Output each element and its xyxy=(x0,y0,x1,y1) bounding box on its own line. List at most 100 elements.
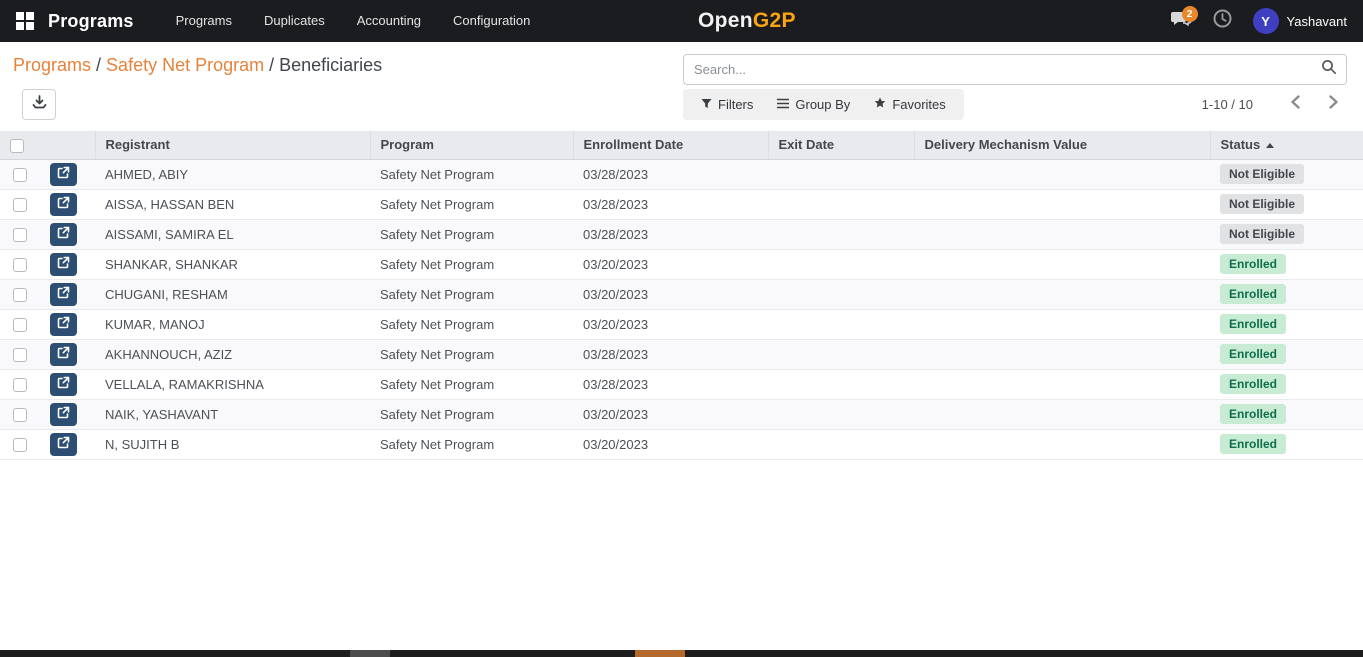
apps-menu-button[interactable] xyxy=(8,0,42,42)
cell-enrollment-date: 03/20/2023 xyxy=(573,399,768,430)
cell-delivery-mechanism-value xyxy=(914,369,1210,400)
favorites-button[interactable]: Favorites xyxy=(862,89,957,120)
row-checkbox[interactable] xyxy=(13,227,27,242)
row-open-cell xyxy=(40,429,95,460)
table-row[interactable]: KUMAR, MANOJ Safety Net Program 03/20/20… xyxy=(0,309,1363,340)
row-checkbox[interactable] xyxy=(13,167,27,182)
open-record-button[interactable] xyxy=(50,432,77,456)
select-all-cell xyxy=(0,131,40,160)
row-checkbox[interactable] xyxy=(13,407,27,422)
nav-item-programs[interactable]: Programs xyxy=(175,13,232,28)
open-record-button[interactable] xyxy=(50,192,77,216)
column-header-exit-date[interactable]: Exit Date xyxy=(767,131,914,160)
row-checkbox[interactable] xyxy=(13,347,27,362)
filters-button[interactable]: Filters xyxy=(689,89,765,120)
cell-exit-date xyxy=(768,399,914,430)
user-avatar: Y xyxy=(1252,8,1279,34)
row-checkbox[interactable] xyxy=(13,257,27,272)
row-checkbox[interactable] xyxy=(13,317,27,332)
messages-count-badge: 2 xyxy=(1181,6,1198,22)
table-row[interactable]: NAIK, YASHAVANT Safety Net Program 03/20… xyxy=(0,399,1363,430)
navbar-right: 2 Y Yashavant xyxy=(1163,0,1353,42)
column-header-delivery-mechanism-value[interactable]: Delivery Mechanism Value xyxy=(913,131,1210,160)
table-row[interactable]: VELLALA, RAMAKRISHNA Safety Net Program … xyxy=(0,369,1363,400)
table-row[interactable]: AKHANNOUCH, AZIZ Safety Net Program 03/2… xyxy=(0,339,1363,370)
breadcrumb-programs[interactable]: Programs xyxy=(13,55,92,75)
cell-enrollment-date: 03/28/2023 xyxy=(573,339,768,370)
search-submit-button[interactable] xyxy=(1312,55,1346,84)
pager-next-button[interactable] xyxy=(1321,93,1345,117)
row-checkbox[interactable] xyxy=(13,437,27,452)
cell-delivery-mechanism-value xyxy=(914,159,1210,190)
select-all-checkbox[interactable] xyxy=(10,138,24,153)
row-checkbox[interactable] xyxy=(13,377,27,392)
table-row[interactable]: SHANKAR, SHANKAR Safety Net Program 03/2… xyxy=(0,249,1363,280)
nav-item-duplicates[interactable]: Duplicates xyxy=(264,13,325,28)
open-record-button[interactable] xyxy=(50,282,77,306)
beneficiaries-table: Registrant Program Enrollment Date Exit … xyxy=(0,131,1363,460)
cell-status: Enrolled xyxy=(1210,249,1363,280)
cell-status: Enrolled xyxy=(1210,309,1363,340)
open-record-button[interactable] xyxy=(50,342,77,366)
taskbar-strip xyxy=(0,650,1363,657)
row-checkbox[interactable] xyxy=(13,287,27,302)
open-record-button[interactable] xyxy=(50,252,77,276)
row-checkbox[interactable] xyxy=(13,197,27,212)
column-header-registrant[interactable]: Registrant xyxy=(94,131,370,160)
external-link-icon xyxy=(57,286,70,302)
open-record-button[interactable] xyxy=(50,402,77,426)
external-link-icon xyxy=(57,256,70,272)
open-record-button[interactable] xyxy=(50,162,77,186)
cell-program: Safety Net Program xyxy=(370,279,573,310)
control-panel: Programs / Safety Net Program / Benefici… xyxy=(0,42,1363,131)
search-input[interactable] xyxy=(684,62,1312,77)
table-row[interactable]: CHUGANI, RESHAM Safety Net Program 03/20… xyxy=(0,279,1363,310)
status-badge: Enrolled xyxy=(1220,343,1287,365)
column-header-status[interactable]: Status xyxy=(1209,131,1363,160)
cell-enrollment-date: 03/20/2023 xyxy=(573,249,768,280)
export-button[interactable] xyxy=(22,89,56,120)
user-menu[interactable]: Y Yashavant xyxy=(1247,8,1353,34)
cell-delivery-mechanism-value xyxy=(914,309,1210,340)
external-link-icon xyxy=(57,166,70,182)
nav-item-configuration[interactable]: Configuration xyxy=(453,13,531,28)
status-badge: Enrolled xyxy=(1220,313,1287,335)
cell-exit-date xyxy=(768,369,914,400)
pager-previous-button[interactable] xyxy=(1283,93,1307,117)
activities-button[interactable] xyxy=(1205,0,1241,42)
open-record-button[interactable] xyxy=(50,312,77,336)
messages-button[interactable]: 2 xyxy=(1163,0,1199,42)
column-header-enrollment-date[interactable]: Enrollment Date xyxy=(572,131,768,160)
cell-status: Enrolled xyxy=(1210,369,1363,400)
status-badge: Not Eligible xyxy=(1220,193,1304,215)
table-row[interactable]: AHMED, ABIY Safety Net Program 03/28/202… xyxy=(0,159,1363,190)
cell-enrollment-date: 03/28/2023 xyxy=(573,219,768,250)
row-open-cell xyxy=(40,279,95,310)
taskbar-segment-orange xyxy=(635,650,685,657)
external-link-icon xyxy=(57,406,70,422)
cell-program: Safety Net Program xyxy=(370,399,573,430)
column-header-program[interactable]: Program xyxy=(369,131,573,160)
status-badge: Not Eligible xyxy=(1220,163,1304,185)
table-row[interactable]: N, SUJITH B Safety Net Program 03/20/202… xyxy=(0,429,1363,460)
cell-registrant: VELLALA, RAMAKRISHNA xyxy=(95,369,370,400)
open-record-button[interactable] xyxy=(50,222,77,246)
open-record-button[interactable] xyxy=(50,372,77,396)
cell-registrant: SHANKAR, SHANKAR xyxy=(95,249,370,280)
row-select-cell xyxy=(0,249,40,280)
table-row[interactable]: AISSA, HASSAN BEN Safety Net Program 03/… xyxy=(0,189,1363,220)
chevron-left-icon xyxy=(1290,95,1301,114)
table-row[interactable]: AISSAMI, SAMIRA EL Safety Net Program 03… xyxy=(0,219,1363,250)
row-select-cell xyxy=(0,369,40,400)
cell-program: Safety Net Program xyxy=(370,219,573,250)
chevron-right-icon xyxy=(1328,95,1339,114)
apps-grid-icon xyxy=(16,12,34,30)
cell-exit-date xyxy=(768,429,914,460)
breadcrumb-safety-net-program[interactable]: Safety Net Program xyxy=(106,55,265,75)
sort-asc-icon xyxy=(1266,143,1275,149)
group-by-button[interactable]: Group By xyxy=(765,89,862,120)
nav-item-accounting[interactable]: Accounting xyxy=(356,13,422,28)
cell-status: Enrolled xyxy=(1210,339,1363,370)
row-select-cell xyxy=(0,429,40,460)
app-title: Programs xyxy=(48,10,134,31)
